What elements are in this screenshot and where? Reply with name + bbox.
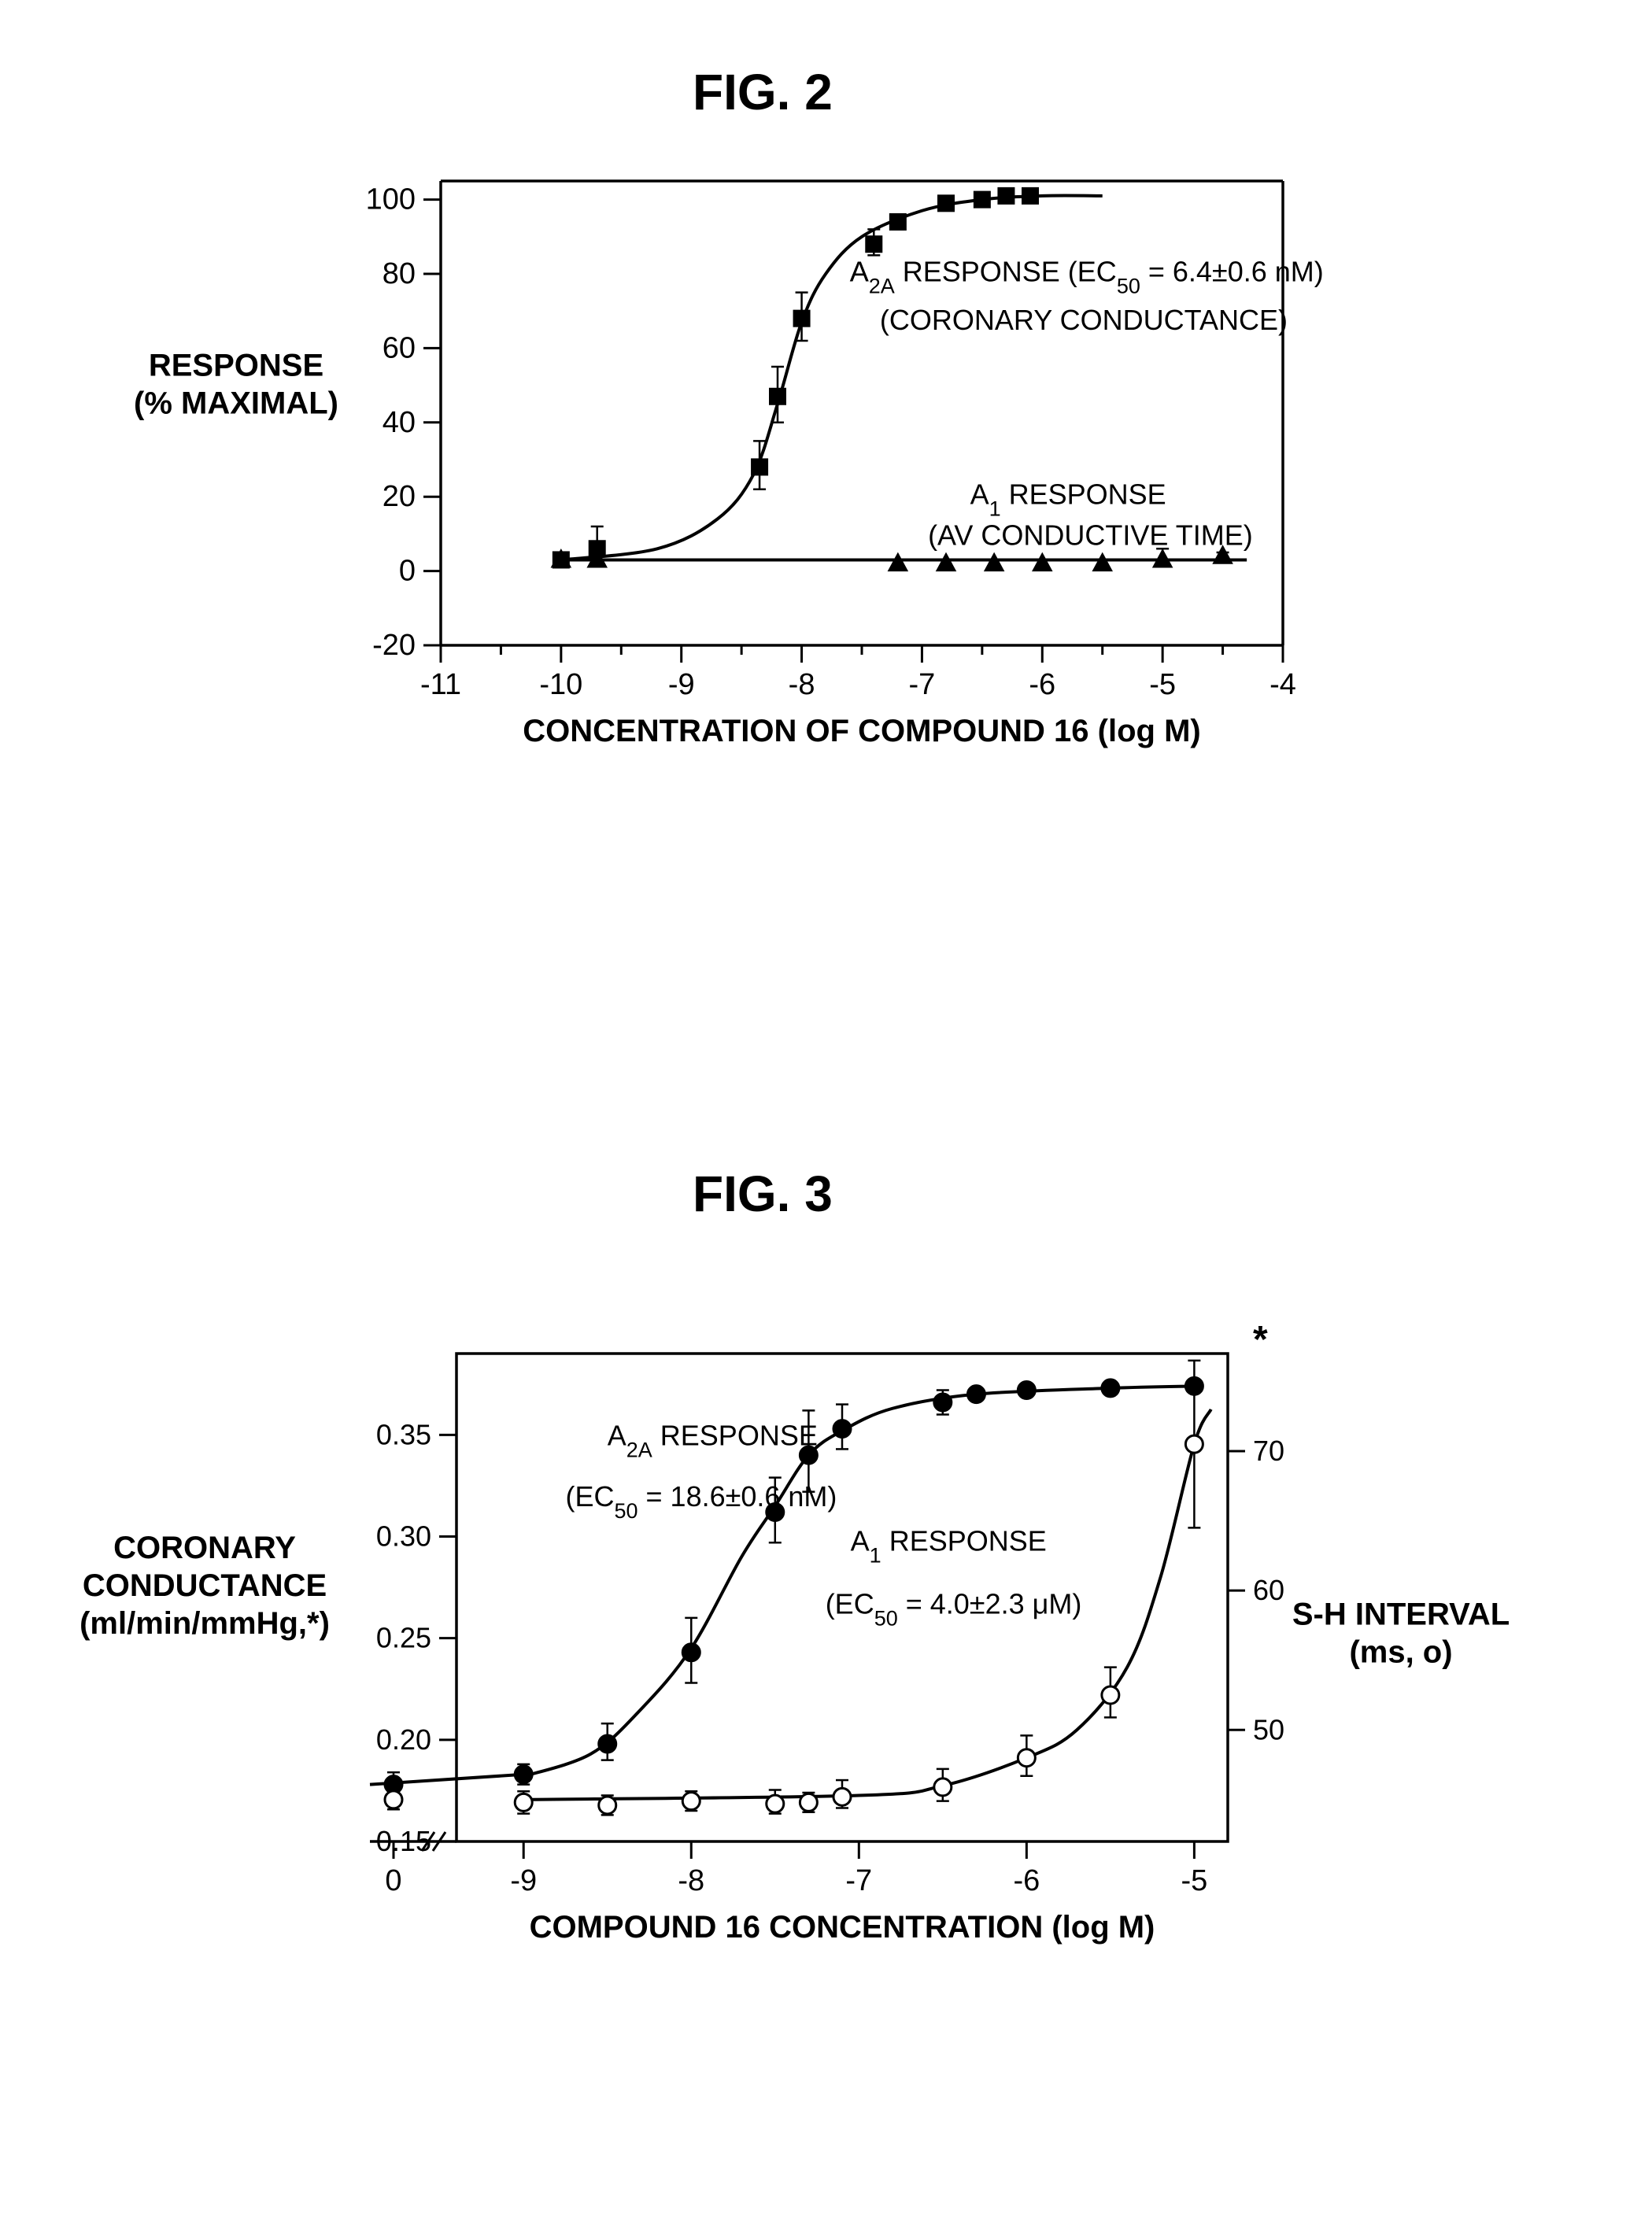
svg-text:80: 80 bbox=[383, 257, 416, 290]
svg-text:RESPONSE: RESPONSE bbox=[149, 349, 323, 383]
svg-text:60: 60 bbox=[383, 331, 416, 364]
svg-text:-20: -20 bbox=[372, 629, 416, 662]
svg-text:(ml/min/mmHg,*): (ml/min/mmHg,*) bbox=[79, 1606, 330, 1641]
svg-text:-6: -6 bbox=[1013, 1864, 1040, 1897]
svg-text:0.15: 0.15 bbox=[376, 1825, 431, 1857]
svg-text:-10: -10 bbox=[539, 668, 582, 701]
svg-text:0.25: 0.25 bbox=[376, 1622, 431, 1654]
svg-text:0.35: 0.35 bbox=[376, 1418, 431, 1450]
svg-text:-7: -7 bbox=[845, 1864, 872, 1897]
svg-text:-9: -9 bbox=[668, 668, 695, 701]
svg-text:-8: -8 bbox=[789, 668, 815, 701]
svg-text:A1 RESPONSE: A1 RESPONSE bbox=[970, 478, 1166, 521]
svg-text:0.30: 0.30 bbox=[376, 1520, 431, 1553]
svg-text:(% MAXIMAL): (% MAXIMAL) bbox=[134, 386, 338, 421]
svg-text:-7: -7 bbox=[909, 668, 936, 701]
svg-text:-5: -5 bbox=[1181, 1864, 1207, 1897]
svg-text:-6: -6 bbox=[1029, 668, 1055, 701]
svg-text:0.20: 0.20 bbox=[376, 1723, 431, 1756]
svg-text:40: 40 bbox=[383, 406, 416, 439]
fig2-chart: -11 -10 -9 -8 -7 -6 -5 -4 CONCENTRATION OF COMPO… bbox=[354, 157, 1314, 755]
svg-text:CORONARY: CORONARY bbox=[113, 1531, 296, 1565]
svg-text:CONCENTRATION OF COMPOUND 16 (: CONCENTRATION OF COMPOUND 16 (log M) bbox=[523, 714, 1200, 748]
svg-text:100: 100 bbox=[366, 183, 416, 216]
svg-text:70: 70 bbox=[1253, 1435, 1284, 1467]
svg-text:A2A RESPONSE: A2A RESPONSE bbox=[608, 1419, 818, 1461]
fig3-chart: -9 -8 -7 -6 -5 0 COMPOUND 16 CONCENTRATION (lo… bbox=[315, 1322, 1480, 2015]
svg-text:-4: -4 bbox=[1269, 668, 1296, 701]
svg-text:(EC50 = 18.6±0.6 nM): (EC50 = 18.6±0.6 nM) bbox=[565, 1480, 837, 1523]
svg-text:50: 50 bbox=[1253, 1713, 1284, 1745]
svg-text:-9: -9 bbox=[510, 1864, 537, 1897]
svg-text:CONDUCTANCE: CONDUCTANCE bbox=[83, 1568, 327, 1603]
svg-text:-8: -8 bbox=[678, 1864, 704, 1897]
svg-text:(CORONARY CONDUCTANCE): (CORONARY CONDUCTANCE) bbox=[880, 304, 1288, 336]
svg-text:(EC50 = 4.0±2.3 μM): (EC50 = 4.0±2.3 μM) bbox=[826, 1588, 1082, 1631]
fig2-title: FIG. 2 bbox=[693, 63, 833, 121]
svg-text:-5: -5 bbox=[1149, 668, 1176, 701]
svg-text:COMPOUND 16 CONCENTRATION (log: COMPOUND 16 CONCENTRATION (log M) bbox=[530, 1910, 1155, 1945]
page: FIG. 2 -11 -10 -9 -8 -7 -6 -5 -4 CONCENTRATION O… bbox=[0, 0, 1652, 2231]
svg-text:A2A RESPONSE (EC50 = 6.4±0.6 n: A2A RESPONSE (EC50 = 6.4±0.6 nM) bbox=[850, 255, 1324, 297]
svg-text:(ms, o): (ms, o) bbox=[1349, 1634, 1452, 1669]
svg-text:S-H INTERVAL: S-H INTERVAL bbox=[1292, 1597, 1510, 1631]
svg-text:20: 20 bbox=[383, 480, 416, 513]
svg-text:(AV CONDUCTIVE TIME): (AV CONDUCTIVE TIME) bbox=[928, 519, 1253, 552]
svg-text:0: 0 bbox=[399, 555, 416, 588]
svg-text:60: 60 bbox=[1253, 1574, 1284, 1606]
svg-text:A1 RESPONSE: A1 RESPONSE bbox=[851, 1525, 1047, 1568]
svg-text:0: 0 bbox=[385, 1864, 401, 1897]
fig3-title: FIG. 3 bbox=[693, 1165, 833, 1223]
svg-text:-11: -11 bbox=[420, 668, 461, 701]
svg-text:*: * bbox=[1253, 1319, 1268, 1361]
